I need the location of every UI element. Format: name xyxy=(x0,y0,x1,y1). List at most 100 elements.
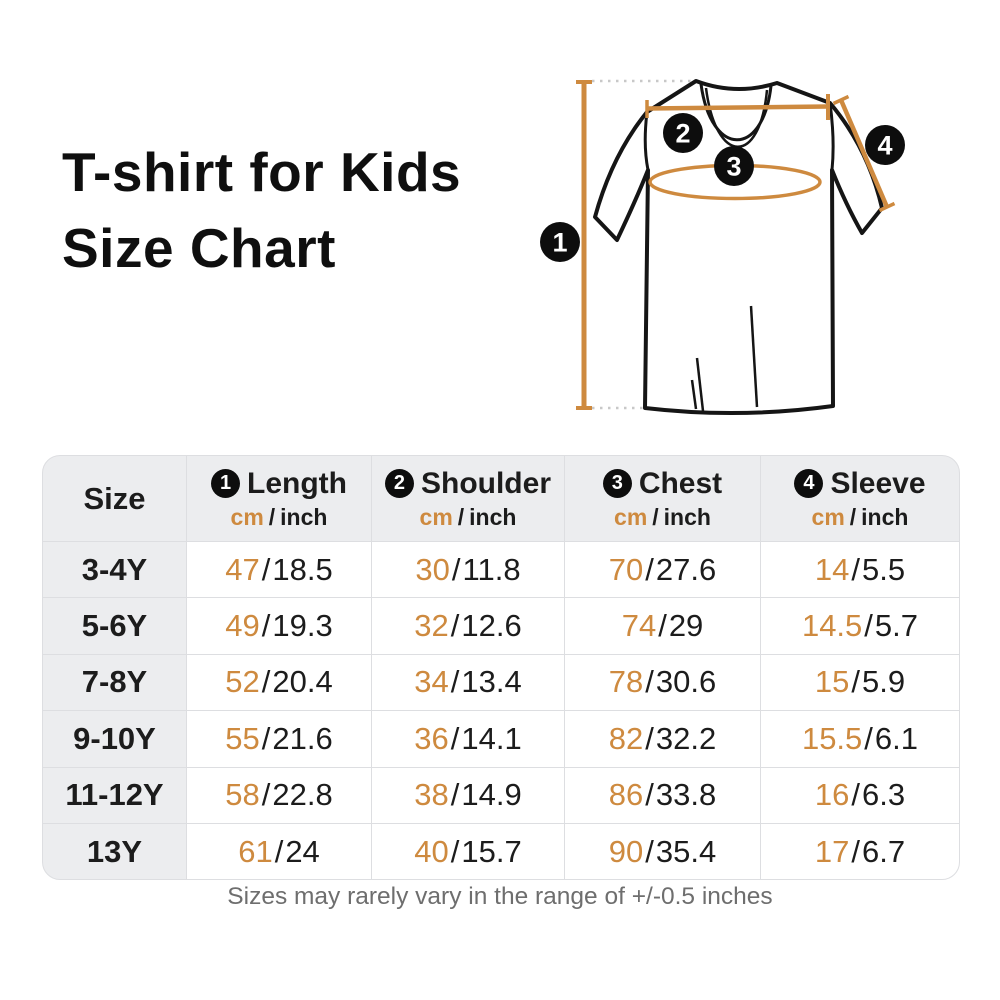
column-units: cm / inch xyxy=(231,504,328,531)
value-separator: / xyxy=(450,608,460,644)
cm-value: 14 xyxy=(814,551,850,587)
size-cell: 11-12Y xyxy=(43,767,186,823)
column-title: 3 Chest xyxy=(602,467,722,501)
cm-value: 78 xyxy=(608,664,644,700)
value-separator: / xyxy=(851,551,860,587)
cm-value: 47 xyxy=(225,551,260,587)
size-cell: 5-6Y xyxy=(43,598,186,654)
inch-value: 5.9 xyxy=(862,664,906,700)
value-cell: 17/6.7 xyxy=(761,823,959,880)
page-title-line2: Size Chart xyxy=(62,217,336,279)
marker-badge-3: 3 xyxy=(714,146,754,186)
value-cell: 40/15.7 xyxy=(372,823,564,880)
value-cell: 16/6.3 xyxy=(761,767,959,823)
right-sleeve-seam xyxy=(828,102,835,171)
inch-value: 29 xyxy=(668,608,704,644)
sleeve-line-top-cap xyxy=(832,94,850,106)
cm-value: 52 xyxy=(225,664,260,700)
size-label: 13Y xyxy=(86,833,143,869)
marker-2-circle xyxy=(663,113,703,153)
inch-value: 27.6 xyxy=(655,551,717,587)
value-separator: / xyxy=(851,664,860,700)
value-separator: / xyxy=(851,777,860,813)
value-cell: 70/27.6 xyxy=(565,542,760,598)
unit-separator: / xyxy=(652,503,659,530)
cm-value: 34 xyxy=(414,664,449,700)
column-title: 1 Length xyxy=(211,467,347,501)
unit-cm: cm xyxy=(419,503,453,530)
value-cell: 14/5.5 xyxy=(761,542,959,598)
cm-value: 30 xyxy=(415,551,450,587)
value-cell: 74/29 xyxy=(565,598,760,654)
value-cell: 32/12.6 xyxy=(372,598,564,654)
value-cell: 15.5/6.1 xyxy=(761,711,959,767)
value-separator: / xyxy=(450,720,460,756)
value-separator: / xyxy=(451,551,461,587)
column-header-chest: 3 Chest cm / inch xyxy=(565,456,760,541)
page-title: T-shirt for Kids Size Chart xyxy=(62,134,461,286)
inch-value: 14.1 xyxy=(461,720,522,756)
inch-value: 30.6 xyxy=(655,664,717,700)
cm-value: 38 xyxy=(414,777,449,813)
value-separator: / xyxy=(864,608,873,644)
value-cell: 61/24 xyxy=(187,823,371,880)
size-label: 3-4Y xyxy=(81,551,148,587)
value-separator: / xyxy=(645,720,654,756)
marker-badge-2: 2 xyxy=(663,113,703,153)
column-units: cm / inch xyxy=(614,504,711,531)
cm-value: 82 xyxy=(608,720,644,756)
unit-separator: / xyxy=(268,503,276,530)
cm-value: 16 xyxy=(814,777,850,813)
footer-note: Sizes may rarely vary in the range of +/… xyxy=(227,883,773,910)
column-header-shoulder: 2 Shoulder cm / inch xyxy=(372,456,564,541)
marker-badge-1: 1 xyxy=(540,222,580,262)
unit-cm: cm xyxy=(811,503,845,530)
tshirt-outline xyxy=(593,79,884,416)
size-cell: 13Y xyxy=(43,823,186,880)
size-cell: 7-8Y xyxy=(43,654,186,711)
cm-value: 74 xyxy=(621,608,657,644)
cm-value: 49 xyxy=(225,608,260,644)
column-units: cm / inch xyxy=(812,504,909,531)
hem-fold-line-1 xyxy=(695,357,705,412)
value-cell: 90/35.4 xyxy=(565,823,760,880)
size-cell: 3-4Y xyxy=(43,542,186,598)
column-number-badge: 3 xyxy=(602,469,632,498)
inch-value: 18.5 xyxy=(272,551,333,587)
marker-badge-4: 4 xyxy=(865,125,905,165)
cm-value: 58 xyxy=(225,777,260,813)
unit-inch: inch xyxy=(280,503,328,530)
inch-value: 6.7 xyxy=(862,833,906,869)
value-cell: 30/11.8 xyxy=(372,542,564,598)
inch-value: 5.7 xyxy=(874,608,919,644)
inch-value: 6.1 xyxy=(874,720,919,756)
value-separator: / xyxy=(261,777,271,813)
value-separator: / xyxy=(864,720,873,756)
column-header-sleeve: 4 Sleeve cm / inch xyxy=(761,456,959,541)
value-cell: 82/32.2 xyxy=(565,711,760,767)
value-cell: 34/13.4 xyxy=(372,654,564,711)
inch-value: 32.2 xyxy=(655,720,717,756)
marker-1-number: 1 xyxy=(552,228,567,258)
sleeve-line xyxy=(838,99,890,208)
size-label: 7-8Y xyxy=(81,664,148,700)
page-title-line1: T-shirt for Kids xyxy=(62,141,462,203)
value-separator: / xyxy=(645,551,654,587)
value-cell: 78/30.6 xyxy=(565,654,760,711)
inch-value: 33.8 xyxy=(655,777,717,813)
sleeve-line-bottom-cap xyxy=(878,201,896,213)
column-number-badge: 4 xyxy=(794,469,824,498)
value-separator: / xyxy=(450,833,460,869)
value-separator: / xyxy=(645,664,654,700)
value-separator: / xyxy=(645,777,654,813)
inch-value: 12.6 xyxy=(461,608,522,644)
value-separator: / xyxy=(658,608,667,644)
column-label: Sleeve xyxy=(830,466,926,500)
value-cell: 47/18.5 xyxy=(187,542,371,598)
marker-2-number: 2 xyxy=(675,119,690,149)
cm-value: 14.5 xyxy=(801,608,863,644)
inch-value: 13.4 xyxy=(461,664,522,700)
shoulder-line xyxy=(646,104,829,111)
size-cell: 9-10Y xyxy=(43,711,186,767)
